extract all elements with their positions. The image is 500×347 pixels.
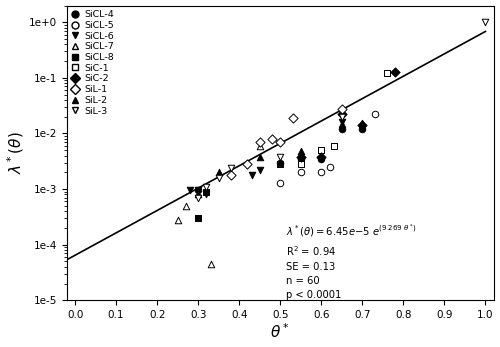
Point bbox=[202, 189, 210, 194]
Point bbox=[326, 164, 334, 170]
Point bbox=[383, 71, 391, 76]
X-axis label: $\theta^*$: $\theta^*$ bbox=[270, 323, 290, 341]
Point bbox=[194, 187, 202, 193]
Point bbox=[370, 112, 378, 117]
Point bbox=[206, 262, 214, 267]
Point bbox=[297, 154, 305, 160]
Point bbox=[482, 19, 490, 25]
Y-axis label: $\lambda^*(\theta)$: $\lambda^*(\theta)$ bbox=[6, 132, 26, 174]
Point bbox=[318, 147, 326, 153]
Point bbox=[297, 161, 305, 167]
Point bbox=[194, 195, 202, 201]
Point bbox=[338, 107, 346, 112]
Point bbox=[248, 172, 256, 178]
Point bbox=[358, 122, 366, 128]
Point bbox=[256, 154, 264, 160]
Point bbox=[214, 175, 222, 180]
Point bbox=[338, 119, 346, 125]
Point bbox=[297, 156, 305, 162]
Point bbox=[194, 187, 202, 193]
Point bbox=[318, 154, 326, 160]
Point bbox=[276, 160, 284, 165]
Legend: SiCL-4, SiCL-5, SiCL-6, SiCL-7, SiCL-8, SiC-1, SiC-2, SiL-1, SiL-2, SiL-3: SiCL-4, SiCL-5, SiCL-6, SiCL-7, SiCL-8, … bbox=[70, 8, 116, 118]
Point bbox=[288, 115, 296, 121]
Point bbox=[297, 170, 305, 175]
Point bbox=[256, 139, 264, 145]
Point bbox=[338, 121, 346, 126]
Point bbox=[174, 217, 182, 222]
Point bbox=[276, 139, 284, 145]
Point bbox=[338, 114, 346, 119]
Text: $\lambda^*(\theta) = 6.45e\mathregular{-}5\ e^{(9.269\ \theta^*)}$
R$^2$ = 0.94
: $\lambda^*(\theta) = 6.45e\mathregular{-… bbox=[286, 222, 418, 301]
Point bbox=[318, 156, 326, 162]
Point bbox=[268, 136, 276, 142]
Point bbox=[358, 120, 366, 126]
Point bbox=[214, 170, 222, 175]
Point bbox=[318, 147, 326, 153]
Point bbox=[256, 167, 264, 173]
Point bbox=[182, 203, 190, 209]
Point bbox=[194, 215, 202, 221]
Point bbox=[227, 165, 235, 171]
Point bbox=[318, 170, 326, 175]
Point bbox=[358, 126, 366, 132]
Point bbox=[297, 156, 305, 162]
Point bbox=[244, 161, 252, 167]
Point bbox=[256, 143, 264, 149]
Point bbox=[330, 143, 338, 149]
Point bbox=[227, 172, 235, 178]
Point bbox=[202, 192, 210, 197]
Point bbox=[276, 154, 284, 160]
Point bbox=[338, 112, 346, 117]
Point bbox=[391, 69, 399, 74]
Point bbox=[338, 126, 346, 132]
Point bbox=[186, 187, 194, 193]
Point bbox=[297, 149, 305, 154]
Point bbox=[202, 184, 210, 189]
Point bbox=[276, 180, 284, 186]
Point bbox=[194, 192, 202, 197]
Point bbox=[276, 161, 284, 167]
